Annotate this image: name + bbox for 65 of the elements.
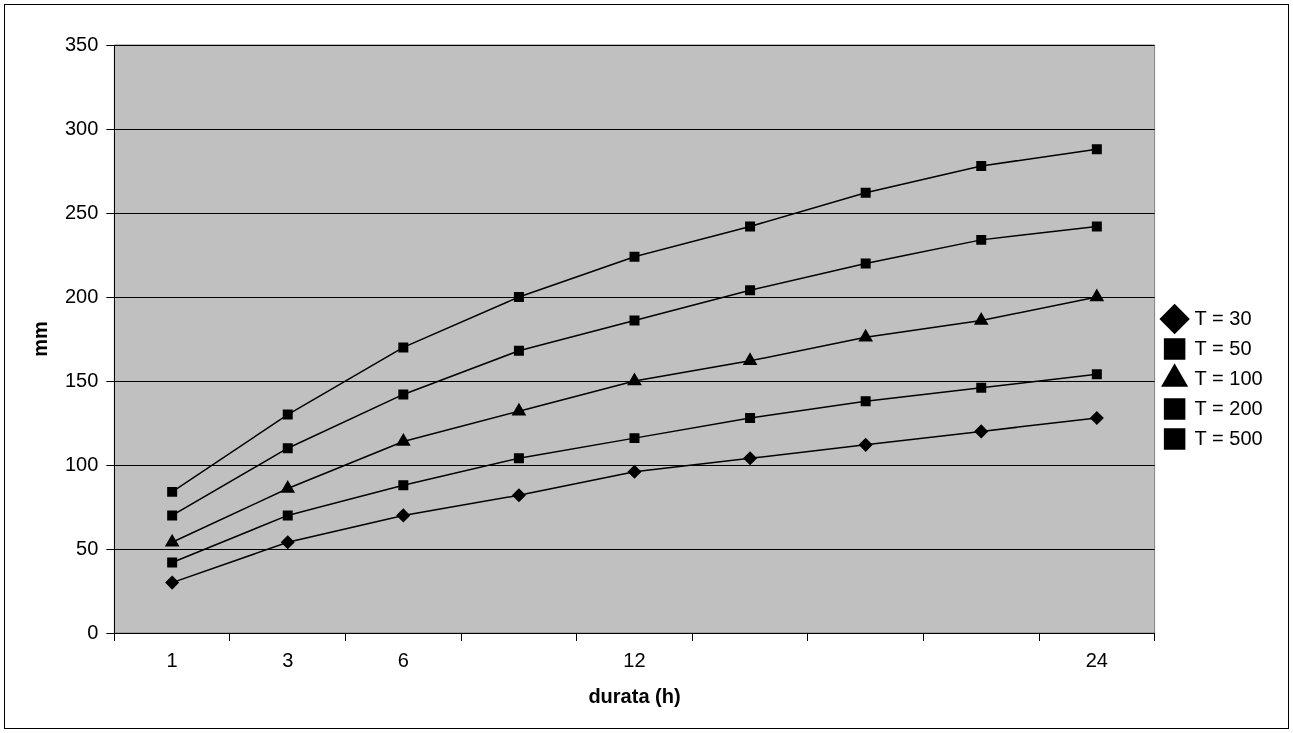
x-tick-label: 1 <box>166 648 178 671</box>
point <box>1090 411 1104 425</box>
point <box>858 438 873 452</box>
legend-label: T = 30 <box>1194 306 1252 329</box>
legend-label: T = 200 <box>1194 396 1263 419</box>
point <box>165 575 179 590</box>
point <box>396 433 411 446</box>
point <box>745 221 756 232</box>
point <box>513 345 524 356</box>
point <box>976 234 987 245</box>
point <box>627 373 642 386</box>
point <box>743 353 757 366</box>
point <box>858 329 873 342</box>
y-tick-label: 150 <box>64 368 99 391</box>
point <box>167 486 178 497</box>
point <box>396 508 411 523</box>
y-axis-title: mm <box>28 321 51 357</box>
point <box>280 480 295 493</box>
x-tick-label: 24 <box>1085 648 1108 671</box>
point <box>629 315 640 326</box>
point <box>282 409 293 420</box>
y-tick-label: 100 <box>64 452 99 475</box>
point <box>1091 144 1102 155</box>
point <box>860 396 871 407</box>
point <box>976 160 987 171</box>
point <box>976 382 987 393</box>
point <box>627 464 642 479</box>
x-axis-title: durata (h) <box>588 684 681 707</box>
legend-label: T = 50 <box>1194 336 1252 359</box>
legend-label: T = 500 <box>1194 426 1263 449</box>
y-tick-label: 50 <box>76 536 99 559</box>
point <box>860 187 871 198</box>
point <box>974 424 988 439</box>
point <box>629 251 640 262</box>
point <box>513 453 524 464</box>
point <box>1090 289 1104 302</box>
y-tick-label: 300 <box>64 116 99 139</box>
point <box>280 535 295 550</box>
point <box>629 433 640 444</box>
point <box>282 510 293 521</box>
point <box>512 403 526 416</box>
y-tick-label: 250 <box>64 200 99 223</box>
point <box>165 534 179 547</box>
y-tick-label: 200 <box>64 284 99 307</box>
point <box>398 342 409 353</box>
x-tick-label: 12 <box>623 648 646 671</box>
x-tick-label: 6 <box>397 648 409 671</box>
point <box>167 510 178 521</box>
y-tick-label: 350 <box>64 32 99 55</box>
point <box>513 292 524 302</box>
point <box>743 451 757 466</box>
point <box>974 312 989 325</box>
point <box>398 480 409 491</box>
point <box>167 557 178 568</box>
point <box>282 443 293 454</box>
point <box>398 389 409 400</box>
point <box>512 488 526 502</box>
point <box>1091 221 1102 232</box>
legend-label: T = 100 <box>1194 366 1263 389</box>
point <box>1091 369 1102 380</box>
point <box>745 285 756 296</box>
x-tick-label: 3 <box>282 648 294 671</box>
point <box>745 412 756 423</box>
point <box>860 258 871 269</box>
y-tick-label: 0 <box>87 620 99 643</box>
